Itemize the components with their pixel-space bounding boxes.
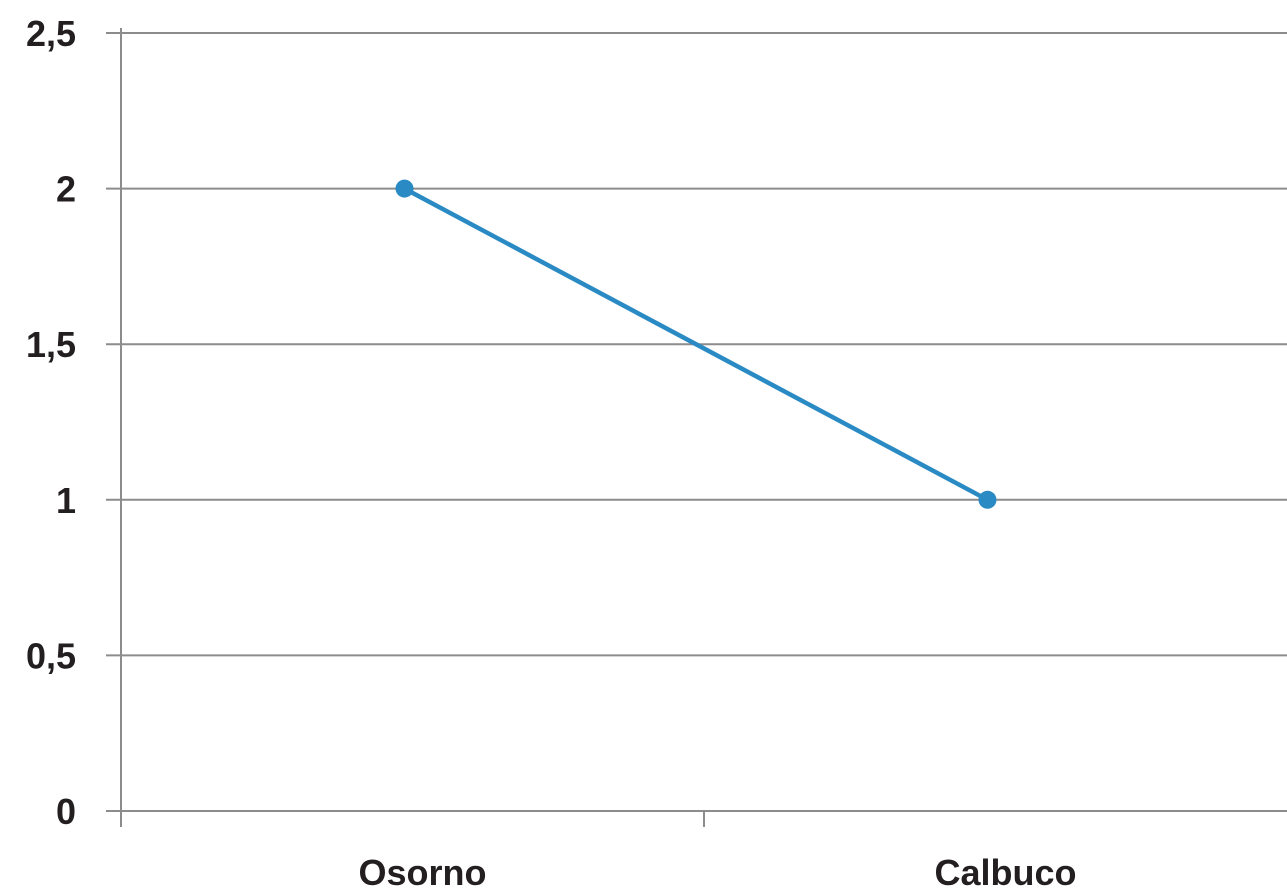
y-axis-tick-labels: 0 0,5 1 1,5 2 2,5 (26, 13, 76, 832)
axes (106, 28, 1287, 827)
series-line (403, 186, 989, 502)
y-tick-label: 1 (56, 480, 76, 521)
y-tick-label: 2,5 (26, 13, 76, 54)
data-point (395, 179, 414, 198)
y-tick-label: 0 (56, 791, 76, 832)
y-tick-label: 2 (56, 169, 76, 210)
x-tick-label: Osorno (358, 852, 486, 891)
x-axis-tick-labels: Osorno Calbuco (358, 852, 1076, 891)
x-tick-label: Calbuco (934, 852, 1076, 891)
data-point (978, 490, 997, 509)
y-tick-label: 0,5 (26, 635, 76, 676)
y-tick-label: 1,5 (26, 324, 76, 365)
series (395, 179, 997, 509)
